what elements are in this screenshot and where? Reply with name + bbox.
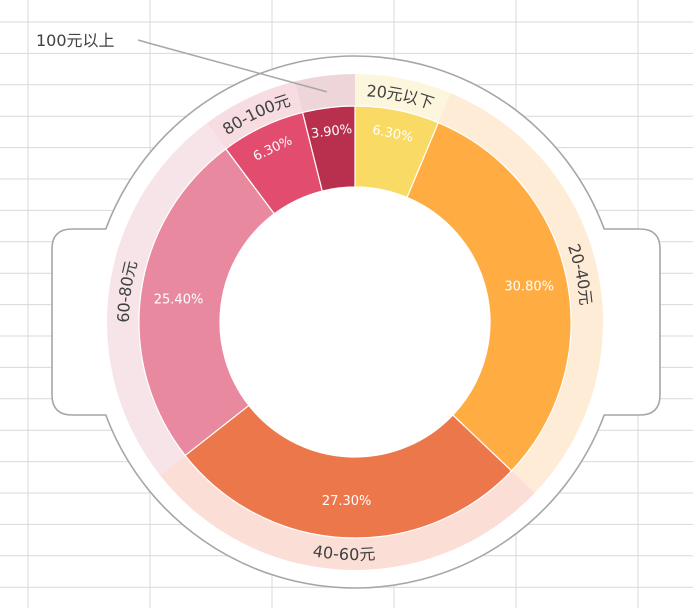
callout-leader-line	[137, 39, 327, 93]
outer-ring	[106, 74, 603, 570]
outer-ring-slice	[206, 81, 303, 149]
pie-slice	[138, 148, 276, 457]
data-label: 27.30%	[322, 494, 372, 509]
outer-ring-slice	[294, 74, 355, 113]
callout-label: 100元以上	[36, 31, 115, 50]
inner-ring	[138, 105, 572, 539]
pie-slice	[301, 105, 356, 192]
outer-ring-slice	[438, 93, 603, 493]
data-label: 30.80%	[504, 279, 554, 294]
category-label: 40-60元	[311, 541, 375, 564]
data-label: 3.90%	[310, 122, 353, 142]
data-label: 25.40%	[154, 293, 204, 308]
outer-ring-slice	[160, 455, 535, 570]
callout: 100元以上	[36, 31, 327, 93]
outer-ring-slice	[355, 74, 451, 123]
outer-ring-slice	[106, 123, 226, 476]
pie-slice	[184, 404, 513, 539]
pie-slice	[406, 121, 572, 472]
